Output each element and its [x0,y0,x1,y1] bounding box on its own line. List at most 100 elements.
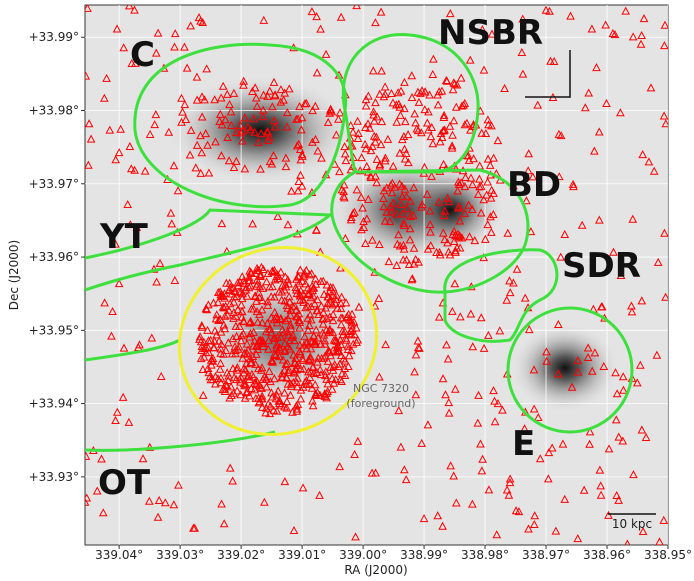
source-marker [541,5,551,14]
source-marker [447,143,457,152]
source-marker [197,148,207,157]
source-marker [153,28,163,37]
source-marker [217,499,226,508]
source-marker [147,333,157,342]
source-marker [340,370,350,380]
source-marker [284,292,294,301]
source-marker [286,320,295,329]
source-marker [296,394,306,403]
source-marker [308,106,317,115]
source-marker [114,148,124,157]
source-marker [215,116,224,125]
source-marker [225,99,234,108]
source-marker [369,116,379,125]
source-marker [208,375,218,384]
source-marker [229,307,239,316]
source-marker [195,332,205,341]
source-marker [246,383,256,393]
source-marker [229,313,238,322]
source-marker [398,192,407,201]
source-marker [268,357,277,366]
source-marker [241,388,251,397]
source-marker [455,243,465,252]
source-marker [558,439,568,448]
source-marker [231,349,240,358]
source-marker [387,88,396,98]
source-marker [289,525,299,535]
source-marker [596,481,606,490]
source-marker [438,521,447,530]
source-marker [340,356,350,365]
source-marker [518,14,528,23]
source-marker [400,117,410,126]
source-marker [486,212,495,221]
source-marker [294,139,304,148]
source-marker [644,157,654,166]
source-marker [364,91,373,100]
source-marker [345,329,354,338]
source-marker [392,117,402,126]
source-marker [542,356,552,365]
source-marker [429,54,438,63]
source-marker [232,127,241,136]
source-marker [493,136,503,145]
source-marker [338,326,347,335]
source-marker [144,496,154,505]
source-marker [447,306,457,315]
source-marker [468,180,477,189]
source-marker [505,276,514,285]
source-marker [295,295,305,304]
source-marker [400,144,409,153]
source-marker [306,302,316,311]
source-marker [450,79,460,88]
source-marker [511,506,521,515]
source-marker [329,362,338,371]
source-marker [229,297,239,306]
source-marker [151,48,161,57]
source-marker [317,301,326,310]
source-marker [463,151,473,160]
source-marker [544,448,554,457]
source-marker [451,498,461,507]
source-marker [126,164,136,173]
source-marker [344,351,354,360]
source-marker [251,349,261,358]
source-marker [349,317,359,326]
source-marker [196,131,205,140]
source-marker [287,186,296,195]
source-marker [292,406,302,415]
source-marker [320,390,329,399]
source-marker [371,98,380,107]
source-marker [484,120,493,129]
source-marker [535,454,545,463]
source-marker [372,112,382,121]
source-marker [270,374,279,383]
source-marker [152,277,161,286]
x-tick-label: 338.95° [644,548,692,562]
source-marker [554,129,564,138]
source-marker [209,343,218,352]
source-marker [518,69,528,78]
source-marker [377,117,387,126]
source-marker [369,107,378,116]
source-marker [253,317,263,326]
source-marker [628,32,638,41]
source-marker [335,462,345,471]
source-marker [114,279,124,288]
source-marker [238,353,248,362]
source-marker [116,124,126,133]
source-marker [270,122,280,131]
source-marker [504,490,514,499]
source-marker [85,119,94,128]
region-outline [85,208,334,292]
source-marker [102,73,111,82]
source-marker [412,124,422,133]
source-marker [277,372,287,381]
source-marker [334,342,343,351]
source-marker [443,238,452,247]
source-marker [92,486,102,495]
source-marker [269,405,279,414]
source-marker [405,235,415,244]
source-marker [394,230,403,239]
source-marker [573,356,583,365]
